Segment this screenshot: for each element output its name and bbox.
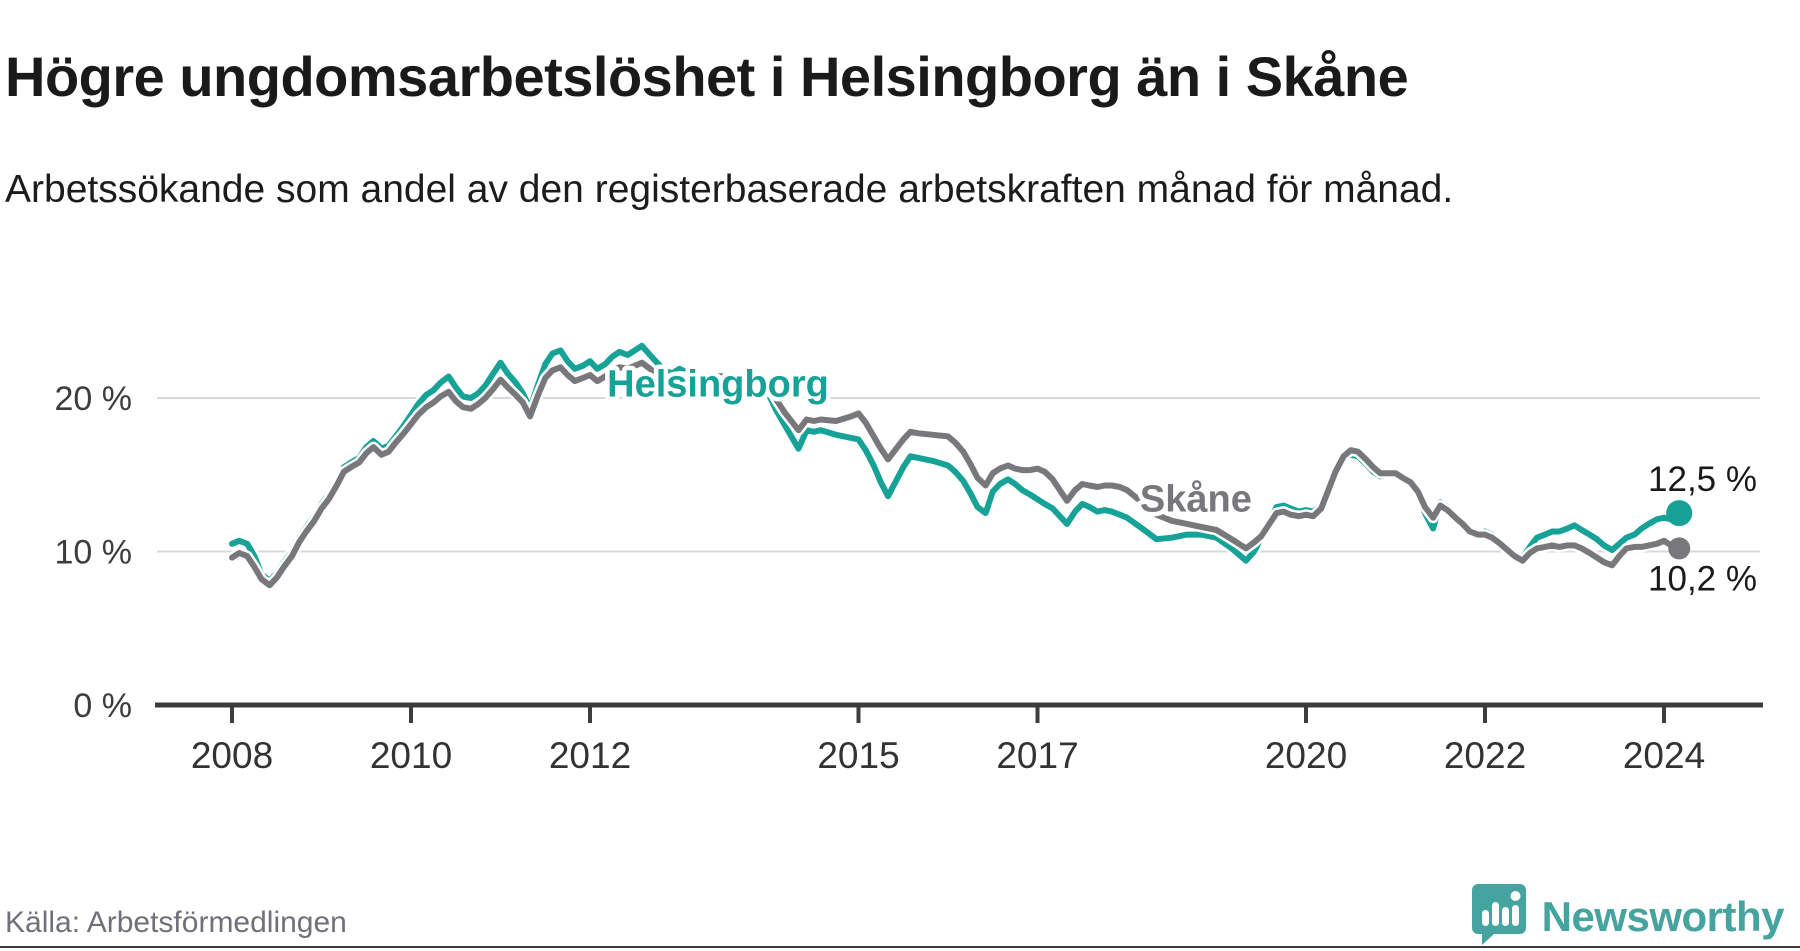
x-tick-label-2024: 2024 (1623, 735, 1705, 776)
bottom-border (0, 946, 1800, 948)
newsworthy-wordmark: Newsworthy (1541, 892, 1785, 940)
x-tick-label-2008: 2008 (191, 735, 273, 776)
y-tick-label-0: 0 % (73, 687, 132, 725)
end-dot-Skåne (1668, 537, 1691, 560)
end-dot-Helsingborg (1666, 500, 1693, 527)
x-tick-label-2015: 2015 (817, 735, 899, 776)
x-tick-label-2020: 2020 (1265, 735, 1347, 776)
page-title: Högre ungdomsarbetslöshet i Helsingborg … (5, 44, 1409, 108)
line-Skåne (229, 359, 1683, 589)
x-tick-label-2022: 2022 (1444, 735, 1526, 776)
x-tick-label-2010: 2010 (370, 735, 452, 776)
end-value-label-Skåne: 10,2 % (1648, 559, 1757, 598)
source-note: Källa: Arbetsförmedlingen (5, 906, 347, 939)
chart-subtitle: Arbetssökande som andel av den registerb… (5, 168, 1454, 211)
series-label-Skåne: Skåne (1140, 479, 1252, 521)
x-tick-label-2012: 2012 (549, 735, 631, 776)
y-tick-label-10: 10 % (55, 534, 133, 572)
line-Helsingborg (229, 342, 1683, 584)
newsworthy-brand: Newsworthy (1471, 882, 1785, 951)
newsworthy-logo-icon (1471, 882, 1528, 951)
x-tick-label-2017: 2017 (996, 735, 1078, 776)
y-tick-label-20: 20 % (55, 380, 133, 418)
series-label-Helsingborg: Helsingborg (607, 363, 829, 405)
end-value-label-Helsingborg: 12,5 % (1648, 460, 1757, 499)
